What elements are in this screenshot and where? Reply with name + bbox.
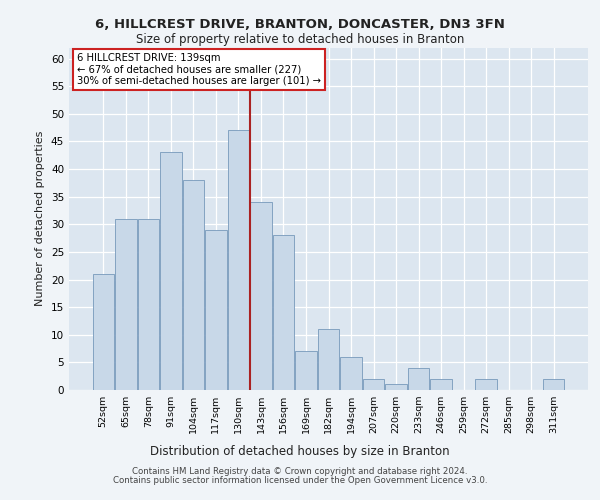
Text: Contains HM Land Registry data © Crown copyright and database right 2024.: Contains HM Land Registry data © Crown c… — [132, 467, 468, 476]
Y-axis label: Number of detached properties: Number of detached properties — [35, 131, 46, 306]
Text: Contains public sector information licensed under the Open Government Licence v3: Contains public sector information licen… — [113, 476, 487, 485]
Bar — [430, 379, 452, 390]
Bar — [408, 368, 429, 390]
Bar — [295, 352, 317, 390]
Bar — [205, 230, 227, 390]
Bar — [115, 219, 137, 390]
Bar — [385, 384, 407, 390]
Bar — [92, 274, 114, 390]
Text: 6 HILLCREST DRIVE: 139sqm
← 67% of detached houses are smaller (227)
30% of semi: 6 HILLCREST DRIVE: 139sqm ← 67% of detac… — [77, 52, 321, 86]
Bar — [182, 180, 204, 390]
Text: Distribution of detached houses by size in Branton: Distribution of detached houses by size … — [150, 444, 450, 458]
Bar — [543, 379, 565, 390]
Bar — [228, 130, 249, 390]
Bar — [318, 329, 339, 390]
Text: 6, HILLCREST DRIVE, BRANTON, DONCASTER, DN3 3FN: 6, HILLCREST DRIVE, BRANTON, DONCASTER, … — [95, 18, 505, 30]
Bar — [340, 357, 362, 390]
Bar — [137, 219, 159, 390]
Bar — [363, 379, 384, 390]
Bar — [250, 202, 272, 390]
Bar — [160, 152, 182, 390]
Bar — [273, 236, 294, 390]
Bar — [475, 379, 497, 390]
Text: Size of property relative to detached houses in Branton: Size of property relative to detached ho… — [136, 32, 464, 46]
